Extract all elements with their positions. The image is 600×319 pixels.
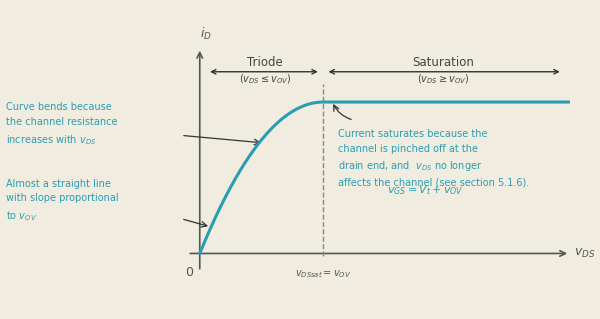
Text: ($v_{DS} \geq v_{OV}$): ($v_{DS} \geq v_{OV}$) [416,72,469,86]
Text: Current saturates because the
channel is pinched off at the
drain end, and  $v_{: Current saturates because the channel is… [338,129,529,188]
Text: ($v_{DS} \leq v_{OV}$): ($v_{DS} \leq v_{OV}$) [239,72,292,86]
Text: $v_{DS}$: $v_{DS}$ [574,247,595,260]
Text: $v_{GS} = V_t + v_{OV}$: $v_{GS} = V_t + v_{OV}$ [388,183,464,197]
Text: Almost a straight line
with slope proportional
to $v_{OV}$: Almost a straight line with slope propor… [6,179,119,223]
Text: 0: 0 [185,266,193,278]
Text: Triode: Triode [247,56,283,69]
Text: $v_{DSsat} = v_{OV}$: $v_{DSsat} = v_{OV}$ [295,269,351,280]
Text: Saturation: Saturation [412,56,474,69]
Text: Curve bends because
the channel resistance
increases with $v_{DS}$: Curve bends because the channel resistan… [6,102,118,147]
Text: $i_D$: $i_D$ [200,26,212,42]
